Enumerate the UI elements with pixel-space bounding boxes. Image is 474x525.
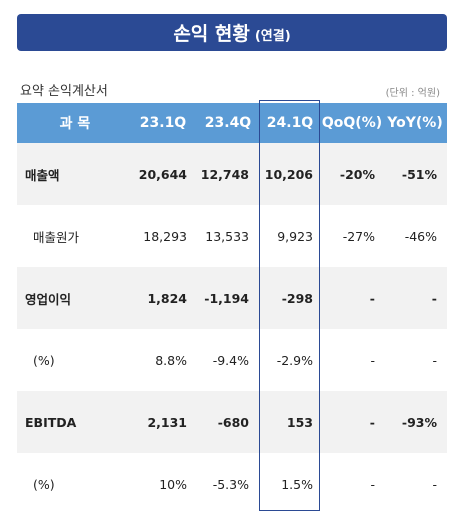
- table-row: (%) 10% -5.3% 1.5% - -: [17, 453, 447, 515]
- column-header: 24.1Q: [266, 115, 314, 131]
- cell-value: -: [369, 414, 375, 430]
- cell-value: -46%: [404, 228, 437, 244]
- cell-value: -5.3%: [212, 476, 249, 492]
- cell-value: 8.8%: [155, 352, 187, 368]
- row-label: (%): [33, 352, 55, 368]
- header-row: 과 목 23.1Q 23.4Q 24.1Q QoQ(%) YoY(%): [17, 103, 447, 143]
- cell-value: 12,748: [200, 166, 249, 182]
- table-row: 매출액 20,644 12,748 10,206 -20% -51%: [17, 143, 447, 205]
- table-row: 매출원가 18,293 13,533 9,923 -27% -46%: [17, 205, 447, 267]
- cell-value: 9,923: [277, 228, 313, 244]
- cell-value: -9.4%: [212, 352, 249, 368]
- title: 손익 현황: [173, 23, 250, 45]
- cell-value: 10,206: [264, 166, 313, 182]
- cell-value: 1.5%: [281, 476, 313, 492]
- cell-value: -93%: [401, 414, 437, 430]
- cell-value: -2.9%: [276, 352, 313, 368]
- cell-value: 13,533: [205, 228, 249, 244]
- table-row: EBITDA 2,131 -680 153 - -93%: [17, 391, 447, 453]
- cell-value: -27%: [342, 228, 375, 244]
- row-label: EBITDA: [25, 414, 77, 430]
- cell-value: -: [432, 352, 437, 368]
- row-label: 매출액: [25, 167, 60, 183]
- table-row: 영업이익 1,824 -1,194 -298 - -: [17, 267, 447, 329]
- cell-value: -: [432, 476, 437, 492]
- cell-value: -298: [281, 290, 313, 306]
- cell-value: -: [370, 476, 375, 492]
- row-label: 영업이익: [25, 291, 72, 307]
- cell-value: 18,293: [143, 228, 187, 244]
- row-label: (%): [33, 476, 55, 492]
- cell-value: -20%: [339, 166, 375, 182]
- cell-value: 2,131: [147, 414, 187, 430]
- cell-value: -: [431, 290, 437, 306]
- table-row: (%) 8.8% -9.4% -2.9% - -: [17, 329, 447, 391]
- title-banner: 손익 현황 (연결): [17, 14, 447, 51]
- title-sub: (연결): [254, 29, 291, 44]
- cell-value: -680: [217, 414, 249, 430]
- cell-value: 1,824: [147, 290, 187, 306]
- cell-value: -: [370, 352, 375, 368]
- subtitle: 요약 손익계산서: [20, 84, 108, 99]
- cell-value: -: [369, 290, 375, 306]
- column-header: YoY(%): [387, 115, 443, 131]
- cell-value: 153: [286, 414, 313, 430]
- table: 과 목 23.1Q 23.4Q 24.1Q QoQ(%) YoY(%) 매출액 20,644 1…: [17, 103, 447, 515]
- cell-value: 20,644: [138, 166, 187, 182]
- row-label: 매출원가: [33, 229, 80, 245]
- cell-value: -51%: [401, 166, 437, 182]
- column-header: 과 목: [59, 116, 91, 132]
- unit-note: (단위 : 억원): [385, 88, 440, 99]
- column-highlight: [259, 100, 320, 511]
- cell-value: -1,194: [204, 290, 249, 306]
- column-header: 23.4Q: [204, 115, 252, 131]
- column-header: 23.1Q: [139, 115, 187, 131]
- column-header: QoQ(%): [321, 115, 383, 131]
- cell-value: 10%: [159, 476, 187, 492]
